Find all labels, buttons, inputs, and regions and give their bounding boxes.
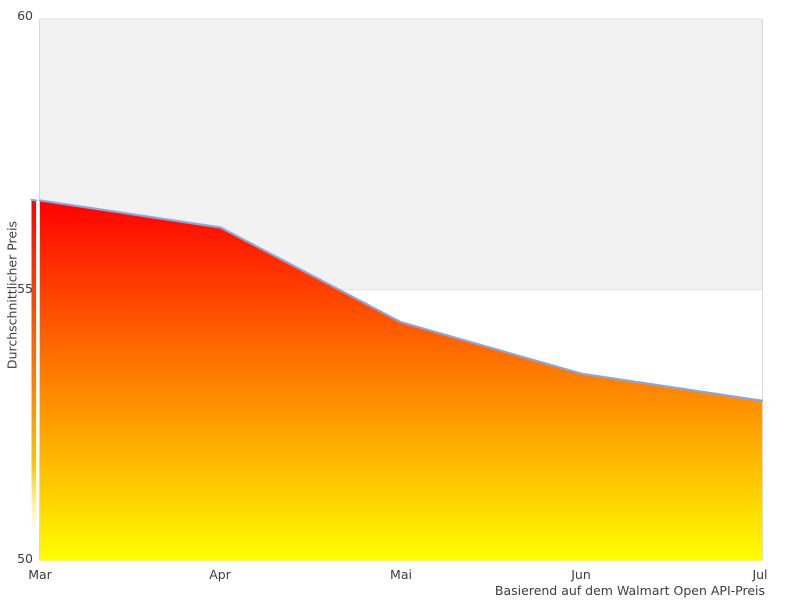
y-tick-label-60: 60 — [17, 8, 33, 23]
x-tick-label-apr: Apr — [209, 567, 231, 582]
y-tick-label-50: 50 — [17, 551, 33, 566]
x-tick-label-mai: Mai — [390, 567, 412, 582]
x-tick-label-jul: Jul — [752, 567, 768, 582]
x-tick-label-mar: Mar — [28, 567, 52, 582]
x-tick-label-jun: Jun — [571, 567, 591, 582]
chart-caption: Basierend auf dem Walmart Open API-Preis — [494, 583, 765, 598]
y-tick-label-55: 55 — [17, 281, 33, 296]
